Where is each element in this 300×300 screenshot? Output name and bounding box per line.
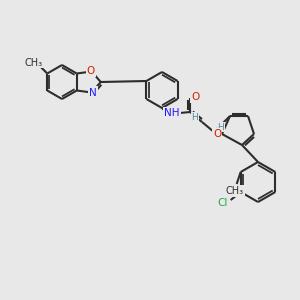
Text: O: O [213,129,221,139]
Text: O: O [87,65,95,76]
Text: H: H [192,112,198,122]
Text: O: O [191,92,199,102]
Text: N: N [89,88,97,98]
Text: CH₃: CH₃ [226,186,244,196]
Text: CH₃: CH₃ [24,58,42,68]
Text: Cl: Cl [218,198,228,208]
Text: NH: NH [164,108,180,118]
Text: H: H [218,122,224,131]
